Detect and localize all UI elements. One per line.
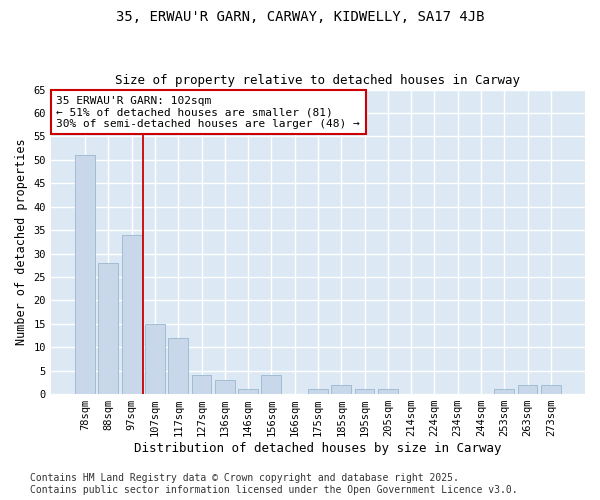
Bar — [122, 235, 142, 394]
Bar — [308, 390, 328, 394]
Text: 35 ERWAU'R GARN: 102sqm
← 51% of detached houses are smaller (81)
30% of semi-de: 35 ERWAU'R GARN: 102sqm ← 51% of detache… — [56, 96, 360, 129]
Bar — [355, 390, 374, 394]
Text: Contains HM Land Registry data © Crown copyright and database right 2025.
Contai: Contains HM Land Registry data © Crown c… — [30, 474, 518, 495]
Text: 35, ERWAU'R GARN, CARWAY, KIDWELLY, SA17 4JB: 35, ERWAU'R GARN, CARWAY, KIDWELLY, SA17… — [116, 10, 484, 24]
Bar — [98, 263, 118, 394]
X-axis label: Distribution of detached houses by size in Carway: Distribution of detached houses by size … — [134, 442, 502, 455]
Bar — [191, 376, 211, 394]
Bar — [331, 384, 351, 394]
Y-axis label: Number of detached properties: Number of detached properties — [15, 138, 28, 345]
Bar — [169, 338, 188, 394]
Bar — [378, 390, 398, 394]
Title: Size of property relative to detached houses in Carway: Size of property relative to detached ho… — [115, 74, 520, 87]
Bar — [494, 390, 514, 394]
Bar — [75, 155, 95, 394]
Bar — [238, 390, 258, 394]
Bar — [518, 384, 538, 394]
Bar — [262, 376, 281, 394]
Bar — [541, 384, 561, 394]
Bar — [215, 380, 235, 394]
Bar — [145, 324, 165, 394]
